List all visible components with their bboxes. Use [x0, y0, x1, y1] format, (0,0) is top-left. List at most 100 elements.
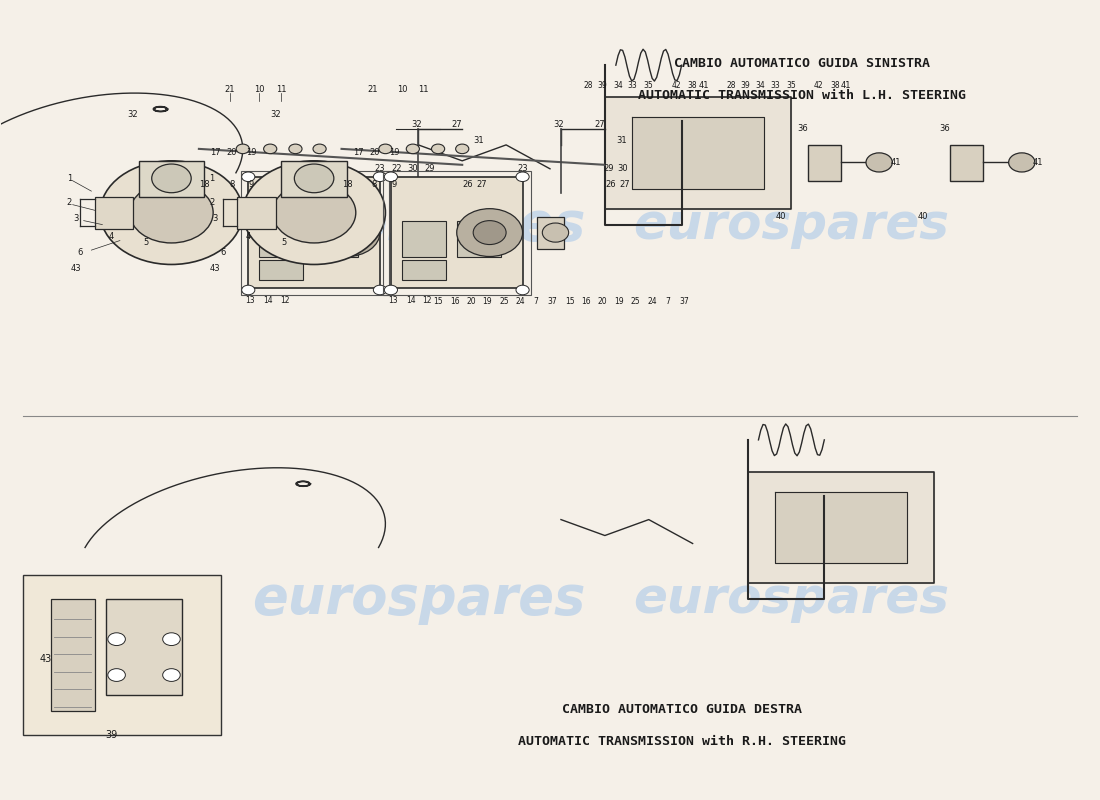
Circle shape — [242, 286, 255, 294]
Text: 12: 12 — [422, 296, 432, 305]
Text: 34: 34 — [756, 81, 766, 90]
Bar — [282, 161, 346, 197]
Text: 9: 9 — [392, 180, 397, 190]
Text: 37: 37 — [548, 298, 557, 306]
Text: 3: 3 — [74, 214, 79, 222]
Polygon shape — [605, 97, 791, 209]
Text: 27: 27 — [619, 180, 630, 190]
Text: 35: 35 — [786, 81, 796, 90]
Text: 29: 29 — [603, 164, 614, 174]
Circle shape — [163, 633, 180, 646]
Circle shape — [163, 669, 180, 682]
Bar — [238, 197, 276, 229]
Bar — [260, 261, 304, 281]
Circle shape — [378, 144, 392, 154]
Circle shape — [236, 144, 250, 154]
Text: 25: 25 — [499, 298, 508, 306]
Text: 24: 24 — [647, 298, 657, 306]
Circle shape — [331, 221, 363, 245]
Text: 33: 33 — [627, 81, 637, 90]
Text: 23: 23 — [375, 164, 385, 174]
Circle shape — [314, 144, 327, 154]
Text: 40: 40 — [776, 212, 785, 221]
Text: AUTOMATIC TRANSMISSION with R.H. STEERING: AUTOMATIC TRANSMISSION with R.H. STEERIN… — [518, 735, 846, 748]
Text: 20: 20 — [227, 148, 238, 158]
Circle shape — [456, 209, 522, 257]
Bar — [537, 217, 564, 249]
Text: eurospares: eurospares — [252, 198, 585, 250]
Text: CAMBIO AUTOMATICO GUIDA SINISTRA: CAMBIO AUTOMATICO GUIDA SINISTRA — [674, 57, 931, 70]
Text: 39: 39 — [740, 81, 750, 90]
Circle shape — [152, 164, 191, 193]
Text: 28: 28 — [584, 81, 593, 90]
Text: 39: 39 — [597, 81, 607, 90]
Text: AUTOMATIC TRANSMISSION with L.H. STEERING: AUTOMATIC TRANSMISSION with L.H. STEERIN… — [638, 89, 967, 102]
Text: 38: 38 — [688, 81, 697, 90]
Text: 4: 4 — [245, 232, 251, 241]
Circle shape — [130, 182, 213, 243]
Text: 19: 19 — [483, 298, 493, 306]
Circle shape — [473, 221, 506, 245]
Polygon shape — [774, 492, 906, 563]
Text: 11: 11 — [276, 85, 286, 94]
Text: 20: 20 — [466, 298, 476, 306]
Text: 31: 31 — [616, 137, 627, 146]
Text: 7: 7 — [666, 298, 670, 306]
Text: 30: 30 — [617, 164, 628, 174]
Bar — [807, 145, 840, 181]
Text: CAMBIO AUTOMATICO GUIDA DESTRA: CAMBIO AUTOMATICO GUIDA DESTRA — [562, 703, 802, 716]
Text: eurospares: eurospares — [252, 574, 585, 626]
Text: 23: 23 — [517, 164, 528, 174]
Bar — [950, 145, 983, 181]
Bar — [241, 171, 388, 294]
Text: 28: 28 — [726, 81, 736, 90]
Text: 41: 41 — [698, 81, 708, 90]
Text: 10: 10 — [397, 85, 407, 94]
Text: 16: 16 — [450, 298, 460, 306]
Text: 30: 30 — [407, 164, 418, 174]
Text: 1: 1 — [67, 174, 72, 183]
Circle shape — [315, 209, 379, 257]
Circle shape — [108, 669, 125, 682]
Text: 43: 43 — [210, 264, 221, 273]
Text: eurospares: eurospares — [634, 201, 949, 249]
Bar — [139, 161, 205, 197]
Text: 20: 20 — [598, 298, 607, 306]
Circle shape — [295, 164, 333, 193]
Text: 36: 36 — [798, 125, 807, 134]
Text: 20: 20 — [370, 148, 379, 158]
Text: 6: 6 — [220, 248, 225, 257]
Circle shape — [373, 172, 386, 182]
Text: 37: 37 — [679, 298, 689, 306]
Text: 16: 16 — [582, 298, 591, 306]
Text: 27: 27 — [476, 180, 487, 190]
Circle shape — [273, 182, 355, 243]
Text: eurospares: eurospares — [634, 575, 949, 623]
Text: 22: 22 — [392, 164, 402, 174]
Polygon shape — [632, 117, 764, 189]
Text: 5: 5 — [282, 238, 287, 247]
Text: 43: 43 — [40, 654, 52, 664]
Circle shape — [866, 153, 892, 172]
Text: 8: 8 — [229, 180, 234, 190]
Circle shape — [406, 144, 419, 154]
Text: 11: 11 — [419, 85, 429, 94]
Bar — [260, 221, 304, 257]
Circle shape — [242, 172, 255, 182]
Circle shape — [455, 144, 469, 154]
Text: 2: 2 — [209, 198, 214, 206]
Text: 17: 17 — [353, 148, 363, 158]
Text: 17: 17 — [210, 148, 221, 158]
Text: 26: 26 — [605, 180, 616, 190]
Text: 3: 3 — [212, 214, 218, 222]
Text: 41: 41 — [842, 81, 851, 90]
Bar — [249, 177, 380, 288]
Text: 4: 4 — [109, 232, 113, 241]
Text: 10: 10 — [254, 85, 264, 94]
Bar — [402, 261, 446, 281]
Text: 34: 34 — [613, 81, 623, 90]
Circle shape — [384, 172, 397, 182]
Text: 24: 24 — [516, 298, 525, 306]
Text: 21: 21 — [224, 85, 235, 94]
Text: 19: 19 — [246, 148, 256, 158]
